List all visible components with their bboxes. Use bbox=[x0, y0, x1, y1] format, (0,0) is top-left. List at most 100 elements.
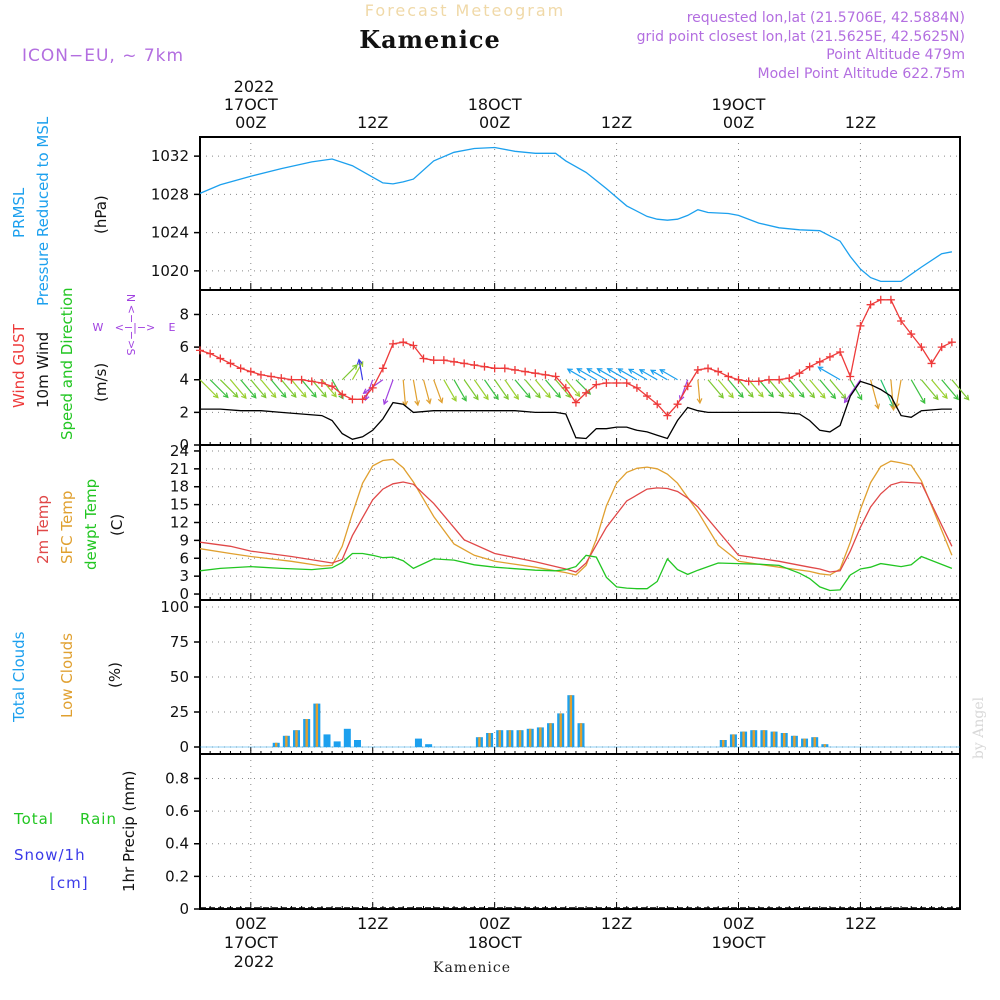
temp-ytick-label: 24 bbox=[170, 442, 189, 460]
wind-arrow-head bbox=[768, 391, 774, 398]
model-label: ICON−EU, ~ 7km bbox=[22, 46, 184, 66]
wind-arrow-head bbox=[493, 394, 499, 401]
clouds-ytick-label: 0 bbox=[179, 738, 189, 756]
gust-marker bbox=[256, 370, 265, 379]
total-cloud-bar bbox=[323, 734, 331, 747]
wind-arrow-head bbox=[513, 393, 520, 401]
wind-arrow-head bbox=[331, 391, 337, 398]
gust-marker bbox=[825, 352, 834, 361]
bottom-hour-label: 00Z bbox=[723, 914, 754, 933]
wind-arrow bbox=[331, 379, 344, 399]
wind-arrow-head bbox=[270, 392, 277, 399]
wind-arrow bbox=[402, 379, 407, 406]
gust-marker bbox=[602, 379, 611, 387]
wind-ytick-label: 6 bbox=[179, 338, 189, 356]
wind-arrow bbox=[443, 379, 457, 402]
pressure-ytick-label: 1024 bbox=[151, 224, 189, 242]
compass-arrows: <−|−> bbox=[115, 321, 156, 334]
wind-direction-arrows bbox=[199, 358, 970, 412]
wind-arrow-head bbox=[586, 368, 593, 374]
gust-marker bbox=[378, 364, 387, 373]
gust-marker bbox=[470, 361, 479, 370]
low-cloud-bar bbox=[783, 733, 786, 747]
wind-arrow-head bbox=[596, 368, 603, 374]
low-cloud-bar bbox=[569, 695, 573, 747]
wind-arrow bbox=[383, 379, 394, 405]
top-date-label: 17OCT bbox=[224, 95, 278, 114]
gust-marker bbox=[815, 357, 824, 366]
wind-arrow bbox=[240, 379, 257, 399]
gust-marker bbox=[429, 356, 438, 365]
wind-arrow-head bbox=[503, 393, 509, 401]
total-cloud-bar bbox=[333, 741, 341, 747]
wind-arrow-head bbox=[890, 405, 897, 412]
point-altitude: Point Altitude 479m bbox=[826, 47, 965, 63]
low-clouds-label: Low Clouds bbox=[58, 633, 76, 718]
gust-marker bbox=[521, 367, 530, 376]
gust-marker bbox=[348, 395, 357, 404]
low-cloud-bar bbox=[813, 737, 816, 747]
wind-arrow-head bbox=[953, 394, 959, 401]
wind-arrow bbox=[727, 379, 744, 398]
gust-marker bbox=[439, 356, 448, 365]
wind-arrow-head bbox=[483, 394, 489, 401]
temp-ytick-label: 12 bbox=[170, 514, 189, 532]
wind-arrow-head bbox=[425, 398, 432, 405]
rain-label-2: Rain bbox=[80, 810, 117, 828]
gust-marker bbox=[795, 369, 804, 378]
gust-marker bbox=[886, 295, 895, 304]
wind-arrow bbox=[650, 369, 668, 381]
gust-marker bbox=[622, 379, 631, 387]
wind-arrow-head bbox=[659, 369, 666, 375]
wind-arrow bbox=[628, 368, 648, 381]
total-cloud-bar bbox=[353, 740, 361, 747]
low-cloud-bar bbox=[732, 734, 735, 747]
gust-marker bbox=[297, 375, 306, 384]
gust-marker bbox=[653, 400, 662, 409]
gust-marker bbox=[632, 383, 641, 392]
wind-arrow-head bbox=[451, 395, 457, 402]
low-cloud-bar bbox=[742, 731, 745, 747]
gust-marker bbox=[785, 374, 794, 383]
wind-arrow bbox=[844, 379, 861, 403]
gust-marker bbox=[663, 411, 672, 420]
wind-arrow-head bbox=[788, 391, 795, 398]
compass-icon: N S W E <−|−> <− −> bbox=[93, 294, 176, 356]
clouds-ytick-label: 25 bbox=[170, 703, 189, 721]
wind-arrow-head bbox=[574, 391, 581, 398]
wind-ytick-label: 2 bbox=[179, 403, 189, 421]
gust-marker bbox=[693, 365, 702, 374]
gust-marker bbox=[724, 372, 733, 381]
pressure-labels: PRMSL Pressure Reduced to MSL (hPa) bbox=[10, 116, 110, 306]
low-cloud-bar bbox=[508, 730, 512, 747]
bottom-hour-label: 12Z bbox=[845, 914, 876, 933]
gust-marker bbox=[206, 349, 215, 358]
gust-marker bbox=[927, 359, 936, 368]
wind-arrow-head bbox=[748, 391, 754, 398]
panel-frame bbox=[199, 753, 961, 910]
top-hour-label: 12Z bbox=[357, 113, 388, 132]
total-cloud-bar bbox=[425, 744, 433, 747]
gust-marker bbox=[907, 330, 916, 339]
gust-marker bbox=[937, 343, 946, 352]
total-clouds-label: Total Clouds bbox=[10, 631, 28, 723]
panel-precip: 0 0.2 0.4 0.6 0.8 bbox=[165, 753, 961, 918]
gust-marker bbox=[947, 338, 956, 347]
gust-marker bbox=[317, 379, 326, 387]
gust-marker bbox=[876, 295, 885, 304]
wind-unit: (m/s) bbox=[92, 363, 110, 402]
wind-arrow bbox=[895, 379, 902, 408]
wind-arrow-head bbox=[437, 397, 444, 404]
compass-north: N bbox=[124, 294, 137, 302]
wind-arrow bbox=[544, 379, 561, 398]
temp-ytick-label: 0 bbox=[179, 585, 189, 603]
gust-marker bbox=[368, 383, 377, 392]
wind-arrow-head bbox=[874, 403, 881, 410]
clouds-ytick-label: 50 bbox=[170, 668, 189, 686]
sfc-temp-label: SFC Temp bbox=[58, 491, 76, 564]
compass-vertical-arrow-top: <− bbox=[125, 305, 138, 323]
gust-marker bbox=[307, 377, 316, 386]
temp-unit: (C) bbox=[108, 514, 126, 536]
